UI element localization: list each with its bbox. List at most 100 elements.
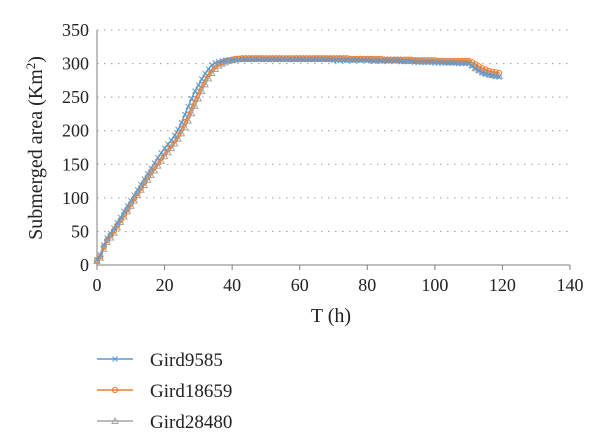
data-point-gird18659 xyxy=(93,257,101,264)
series-markers-gird9585 xyxy=(94,56,502,263)
data-point-gird9585 xyxy=(124,203,131,209)
legend-item-gird18659: Gird18659 xyxy=(97,381,232,402)
data-point-gird18659 xyxy=(124,206,131,213)
y-axis-title-main: Submerged area (Km xyxy=(25,69,47,240)
legend-marker-gird18659 xyxy=(111,386,119,394)
data-point-gird9585 xyxy=(97,252,104,258)
data-point-gird18659 xyxy=(171,137,178,144)
data-point-gird18659 xyxy=(185,111,192,118)
data-point-gird28480 xyxy=(201,80,209,88)
data-point-gird9585 xyxy=(138,181,144,188)
y-tick-label: 200 xyxy=(62,121,89,141)
y-tick-label: 100 xyxy=(62,188,89,208)
data-point-gird18659 xyxy=(161,149,168,156)
data-point-gird18659 xyxy=(202,75,209,83)
data-point-gird28480 xyxy=(197,87,206,95)
data-point-gird18659 xyxy=(131,195,138,202)
data-point-gird28480 xyxy=(164,148,172,156)
x-tick-labels: 0 20 40 60 80 100 120 140 xyxy=(93,275,584,295)
legend-item-gird28480: Gird28480 xyxy=(97,412,232,433)
data-point-gird9585 xyxy=(472,66,479,72)
y-tick-label: 300 xyxy=(62,54,89,74)
y-tick-label: 150 xyxy=(62,154,89,174)
data-point-gird18659 xyxy=(134,190,141,197)
data-point-gird9585 xyxy=(117,214,124,221)
x-tick-label: 140 xyxy=(557,275,584,295)
data-point-gird9585 xyxy=(192,88,198,94)
data-point-gird9585 xyxy=(198,76,205,82)
y-tick-label: 350 xyxy=(62,20,89,40)
data-point-gird9585 xyxy=(209,62,215,68)
y-tick-label: 50 xyxy=(71,221,89,241)
data-point-gird18659 xyxy=(144,173,151,181)
x-tick-label: 20 xyxy=(156,275,174,295)
data-point-gird18659 xyxy=(485,67,493,75)
y-axis-title-sup: 2 xyxy=(23,63,38,70)
x-tick-label: 80 xyxy=(358,275,376,295)
data-point-gird18659 xyxy=(208,65,215,73)
data-point-gird28480 xyxy=(167,144,176,152)
data-point-gird9585 xyxy=(181,111,188,118)
data-point-gird9585 xyxy=(94,256,100,263)
x-tick-label: 0 xyxy=(93,275,102,295)
data-point-gird9585 xyxy=(104,235,110,241)
data-point-gird18659 xyxy=(127,200,134,207)
data-point-gird9585 xyxy=(175,126,181,133)
data-point-gird9585 xyxy=(151,160,158,166)
data-point-gird9585 xyxy=(141,176,148,182)
data-point-gird28480 xyxy=(211,64,220,72)
data-point-gird18659 xyxy=(225,57,232,64)
data-point-gird18659 xyxy=(479,65,486,72)
series-markers xyxy=(93,54,503,264)
data-point-gird9585 xyxy=(496,74,502,80)
data-point-gird9585 xyxy=(100,242,107,248)
legend-marker-gird28480 xyxy=(111,416,119,424)
legend-marker-gird9585 xyxy=(112,356,118,362)
data-point-gird28480 xyxy=(208,68,216,76)
data-point-gird18659 xyxy=(188,103,195,110)
data-point-gird9585 xyxy=(148,165,154,172)
data-point-gird28480 xyxy=(204,74,213,82)
x-tick-label: 60 xyxy=(291,275,309,295)
data-point-gird18659 xyxy=(489,68,496,75)
data-point-gird9585 xyxy=(114,219,121,226)
data-point-gird9585 xyxy=(158,150,165,156)
legend-label-gird28480: Gird28480 xyxy=(150,412,232,433)
legend: Gird9585 Gird18659 Gird28480 xyxy=(97,350,232,433)
x-tick-label: 120 xyxy=(489,275,516,295)
data-point-gird28480 xyxy=(194,94,203,102)
data-point-gird9585 xyxy=(195,82,202,88)
data-point-gird18659 xyxy=(205,70,212,77)
data-point-gird18659 xyxy=(198,81,205,89)
data-point-gird9585 xyxy=(479,70,486,76)
data-point-gird9585 xyxy=(202,70,208,77)
data-point-gird18659 xyxy=(158,154,165,161)
data-point-gird9585 xyxy=(212,60,219,66)
data-point-gird9585 xyxy=(134,186,141,193)
data-point-gird18659 xyxy=(141,179,148,186)
y-tick-labels: 0 50 100 150 200 250 300 350 xyxy=(62,20,89,275)
data-point-gird9585 xyxy=(121,208,127,215)
data-point-gird9585 xyxy=(144,170,151,177)
data-point-gird9585 xyxy=(107,230,114,237)
data-point-gird9585 xyxy=(171,132,178,139)
data-point-gird9585 xyxy=(154,154,161,161)
x-tick-label: 40 xyxy=(223,275,241,295)
y-axis-title-close: ) xyxy=(25,56,47,63)
data-point-gird9585 xyxy=(178,119,185,126)
data-point-gird18659 xyxy=(147,168,155,175)
y-tick-label: 0 xyxy=(80,255,89,275)
data-point-gird9585 xyxy=(475,68,482,74)
y-axis-title: Submerged area (Km2) xyxy=(23,56,48,240)
data-point-gird9585 xyxy=(131,192,138,199)
data-point-gird28480 xyxy=(191,101,199,109)
axes xyxy=(96,30,571,270)
data-point-gird18659 xyxy=(492,69,499,76)
legend-label-gird18659: Gird18659 xyxy=(150,381,232,402)
data-point-gird9585 xyxy=(127,197,134,204)
legend-item-gird9585: Gird9585 xyxy=(97,350,223,371)
legend-label-gird9585: Gird9585 xyxy=(150,350,223,371)
data-point-gird9585 xyxy=(185,103,192,110)
x-axis-title: T (h) xyxy=(311,305,351,327)
